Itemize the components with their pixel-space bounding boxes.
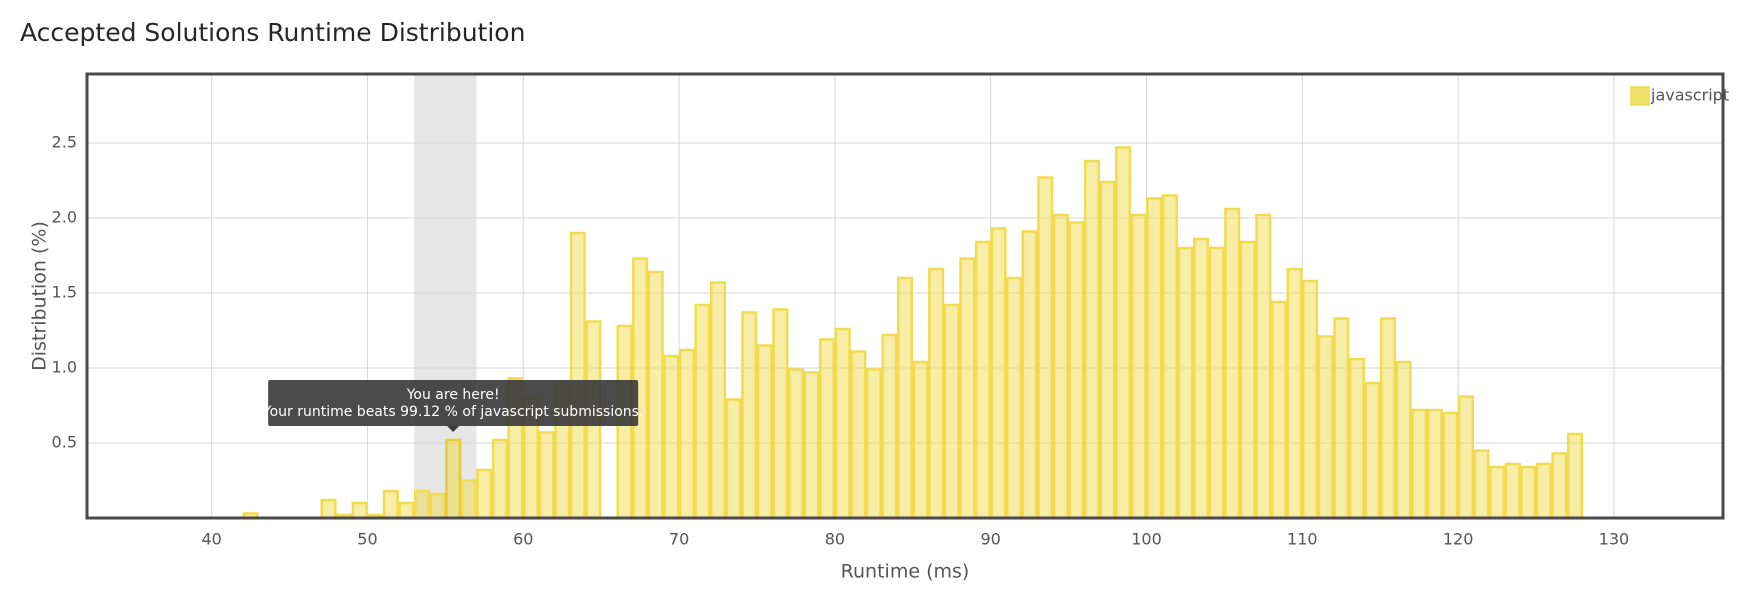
legend-swatch: [1630, 86, 1650, 106]
bar: [959, 257, 976, 520]
bar: [1535, 462, 1552, 520]
bar: [1161, 194, 1178, 520]
y-tick-label: 1.0: [52, 358, 77, 377]
bar: [1473, 449, 1490, 520]
bar: [1566, 432, 1584, 520]
bar: [896, 276, 914, 520]
bar: [1348, 357, 1365, 520]
bar: [1286, 267, 1303, 520]
bar: [1083, 159, 1101, 520]
bar: [1115, 146, 1132, 520]
bar: [881, 333, 898, 520]
bar: [865, 368, 882, 520]
bar: [834, 327, 851, 520]
bar: [460, 479, 477, 520]
x-tick-label: 50: [357, 530, 377, 549]
bar: [647, 270, 664, 520]
x-tick-label: 70: [669, 530, 689, 549]
chart-title: Accepted Solutions Runtime Distribution: [20, 18, 525, 47]
bar: [974, 240, 991, 520]
y-tick-label: 1.5: [52, 283, 77, 302]
bar: [382, 489, 399, 520]
bar: [538, 431, 555, 520]
legend-label: javascript: [1650, 86, 1729, 105]
bar: [320, 498, 337, 520]
bar: [398, 501, 415, 520]
x-axis-title: Runtime (ms): [841, 561, 970, 583]
bar: [1130, 213, 1147, 520]
bar: [1021, 230, 1038, 520]
bar: [1192, 237, 1210, 520]
bar: [1208, 246, 1225, 520]
bar: [1146, 197, 1163, 520]
tooltip-title: You are here!: [406, 387, 500, 403]
y-tick-label: 2.5: [52, 133, 77, 152]
bar: [1006, 276, 1023, 520]
bar: [1457, 395, 1474, 520]
bar: [663, 354, 680, 520]
bar: [850, 350, 867, 520]
bar: [678, 348, 695, 520]
bar: [1255, 213, 1272, 520]
bar: [990, 227, 1007, 520]
bar: [1426, 408, 1443, 520]
bar: [1317, 335, 1334, 520]
bar: [1333, 317, 1350, 520]
bar: [787, 368, 804, 520]
bar: [351, 501, 368, 520]
bar: [1489, 465, 1506, 520]
bar: [1379, 317, 1397, 520]
bar: [1177, 246, 1194, 520]
bar: [1504, 462, 1521, 520]
bar: [476, 468, 493, 520]
bar: [709, 281, 727, 520]
tooltip-box: [268, 380, 639, 426]
bar: [1411, 408, 1428, 520]
x-tick-label: 100: [1131, 530, 1162, 549]
bar: [413, 489, 431, 520]
bar: [1099, 180, 1116, 520]
bar: [569, 231, 586, 520]
x-tick-label: 40: [201, 530, 221, 549]
bar: [1068, 221, 1085, 520]
bar: [803, 371, 820, 520]
bar: [1270, 300, 1287, 520]
y-axis-title: Distribution (%): [29, 221, 51, 371]
y-tick-label: 0.5: [52, 433, 77, 452]
bar: [819, 338, 836, 520]
bar: [1551, 452, 1568, 520]
bar: [1052, 213, 1069, 520]
bar: [694, 303, 711, 520]
bar: [725, 398, 742, 520]
bar: [1224, 207, 1241, 520]
x-tick-label: 60: [513, 530, 533, 549]
bar: [445, 438, 462, 520]
bar: [1239, 240, 1256, 520]
x-tick-label: 110: [1287, 530, 1318, 549]
x-tick-label: 120: [1443, 530, 1474, 549]
bar: [1395, 360, 1412, 520]
bar: [943, 303, 960, 520]
bar: [756, 344, 773, 520]
bar: [1037, 176, 1054, 520]
bar: [1302, 279, 1319, 520]
bar: [1364, 381, 1381, 520]
bar: [741, 311, 758, 520]
y-tick-label: 2.0: [52, 208, 77, 227]
bar: [928, 267, 945, 520]
x-tick-label: 130: [1599, 530, 1630, 549]
tooltip-arrow: [447, 426, 460, 432]
bar: [1520, 465, 1537, 520]
bar: [429, 492, 446, 520]
tooltip-text: Your runtime beats 99.12 % of javascript…: [262, 404, 644, 420]
bar: [912, 360, 929, 520]
bar: [491, 438, 508, 520]
x-tick-label: 80: [825, 530, 845, 549]
plot-frame: [85, 72, 1725, 520]
x-tick-label: 90: [981, 530, 1001, 549]
bar: [1442, 411, 1459, 520]
bar: [772, 308, 789, 520]
